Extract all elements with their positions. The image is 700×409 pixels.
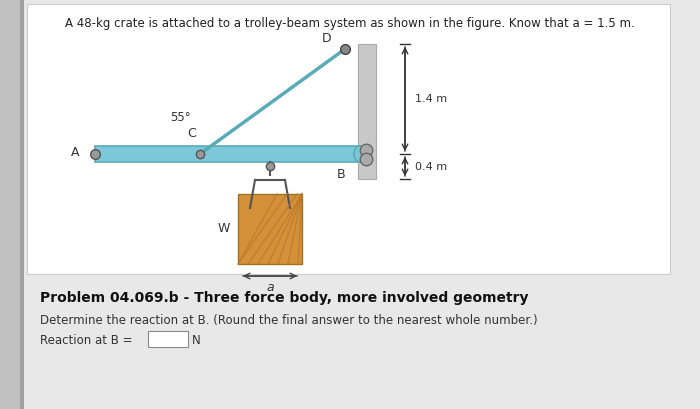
Text: C: C [188, 127, 197, 140]
Bar [95, 146, 360, 162]
Text: Problem 04.069.b - Three force body, more involved geometry: Problem 04.069.b - Three force body, mor… [40, 291, 528, 305]
Text: Determine the reaction at B. (Round the final answer to the nearest whole number: Determine the reaction at B. (Round the … [40, 314, 538, 327]
Text: W: W [218, 222, 230, 236]
Text: A 48-kg crate is attached to a trolley-beam system as shown in the figure. Know : A 48-kg crate is attached to a trolley-b… [65, 17, 635, 30]
Text: A: A [71, 146, 79, 159]
Text: B: B [337, 168, 345, 180]
Text: 55°: 55° [170, 111, 190, 124]
Text: N: N [192, 334, 201, 347]
Bar [238, 194, 302, 264]
Text: Reaction at B =: Reaction at B = [40, 334, 136, 347]
Bar [148, 331, 188, 347]
Ellipse shape [354, 146, 366, 162]
Bar [20, 0, 24, 409]
Text: D: D [321, 32, 331, 45]
Text: a: a [266, 281, 274, 294]
Bar [27, 4, 670, 274]
Text: 1.4 m: 1.4 m [415, 94, 447, 104]
Text: 0.4 m: 0.4 m [415, 162, 447, 171]
Bar [0, 0, 20, 409]
Bar [358, 44, 376, 179]
